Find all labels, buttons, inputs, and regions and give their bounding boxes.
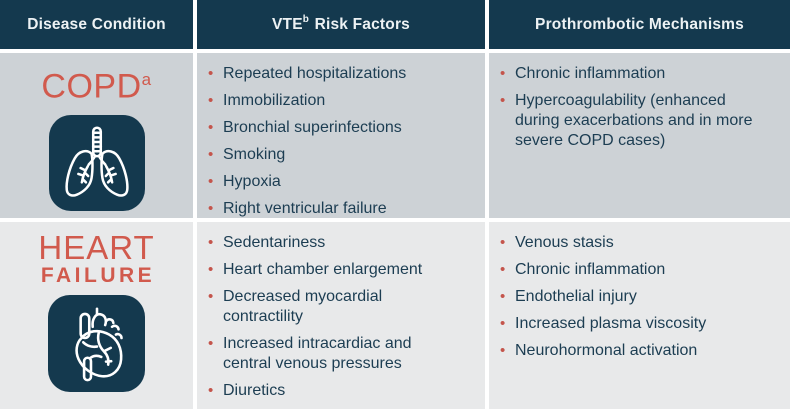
list-item-text: Endothelial injury	[515, 288, 637, 305]
bullet-icon: •	[208, 146, 214, 163]
condition-cell-heart-failure: HEART FAILURE	[0, 222, 193, 409]
condition-title: HEART	[38, 229, 155, 266]
header-label: Prothrombotic Mechanisms	[535, 15, 744, 33]
list-item-text: Right ventricular failure	[223, 200, 387, 217]
list-item: • Diuretics	[206, 381, 455, 401]
list-item-text: Venous stasis	[515, 234, 614, 251]
risk-factors-cell-copd: • Repeated hospitalizations • Immobilizati…	[197, 53, 485, 218]
list-item-text: Neurohormonal activation	[515, 342, 698, 359]
list-item: • Smoking	[206, 145, 455, 165]
list-item-text: Chronic inflammation	[515, 261, 666, 278]
list-item: • Endothelial injury	[498, 287, 766, 307]
list-item-text: Immobilization	[223, 92, 326, 109]
header-disease-condition: Disease Condition	[0, 0, 193, 49]
bullet-icon: •	[208, 92, 214, 109]
condition-title: COPDa	[41, 67, 152, 106]
list-item-text: Repeated hospitalizations	[223, 65, 407, 82]
list-item-text: Increased plasma viscosity	[515, 315, 707, 332]
mechanisms-list: • Chronic inflammation • Hypercoagulabilit…	[489, 53, 790, 151]
list-item: • Sedentariness	[206, 233, 455, 253]
list-item: • Hypercoagulability (enhanced during exa…	[498, 91, 766, 151]
bullet-icon: •	[500, 234, 506, 251]
bullet-icon: •	[500, 92, 506, 109]
bullet-icon: •	[500, 342, 506, 359]
heart-icon	[48, 295, 145, 392]
mechanisms-list: • Venous stasis • Chronic inflammation • En…	[489, 222, 790, 361]
list-item-text: Increased intracardiac and central venou…	[223, 335, 412, 372]
list-item: • Heart chamber enlargement	[206, 260, 455, 280]
list-item-text: Decreased myocardial contractility	[223, 288, 383, 325]
condition-subtitle: FAILURE	[40, 264, 156, 287]
risk-factors-cell-heart-failure: • Sedentariness • Heart chamber enlargemen…	[197, 222, 485, 409]
list-item-text: Sedentariness	[223, 234, 326, 251]
mechanisms-cell-copd: • Chronic inflammation • Hypercoagulabilit…	[489, 53, 790, 218]
list-item: • Increased plasma viscosity	[498, 314, 766, 334]
list-item-text: Heart chamber enlargement	[223, 261, 423, 278]
mechanisms-cell-heart-failure: • Venous stasis • Chronic inflammation • En…	[489, 222, 790, 409]
list-item: • Chronic inflammation	[498, 260, 766, 280]
condition-cell-copd: COPDa	[0, 53, 193, 218]
bullet-icon: •	[208, 119, 214, 136]
header-vte-risk-factors: VTEb Risk Factors	[197, 0, 485, 49]
bullet-icon: •	[500, 315, 506, 332]
list-item-text: Smoking	[223, 146, 286, 163]
bullet-icon: •	[208, 173, 214, 190]
list-item: • Immobilization	[206, 91, 455, 111]
header-label: Disease Condition	[27, 15, 166, 33]
footnote-marker-b: b	[302, 14, 310, 26]
list-item-text: Diuretics	[223, 382, 286, 399]
bullet-icon: •	[208, 335, 214, 352]
list-item: • Right ventricular failure	[206, 199, 455, 219]
list-item-text: Hypercoagulability (enhanced during exac…	[515, 92, 753, 149]
bullet-icon: •	[208, 288, 214, 305]
list-item-text: Chronic inflammation	[515, 65, 666, 82]
bullet-icon: •	[208, 200, 214, 217]
bullet-icon: •	[500, 261, 506, 278]
list-item-text: Hypoxia	[223, 173, 281, 190]
bullet-icon: •	[500, 288, 506, 305]
header-prothrombotic-mechanisms: Prothrombotic Mechanisms	[489, 0, 790, 49]
list-item: • Bronchial superinfections	[206, 118, 455, 138]
risk-factors-list: • Repeated hospitalizations • Immobilizati…	[197, 53, 485, 219]
list-item: • Decreased myocardial contractility	[206, 287, 455, 327]
list-item-text: Bronchial superinfections	[223, 119, 402, 136]
list-item: • Increased intracardiac and central veno…	[206, 334, 455, 374]
bullet-icon: •	[208, 234, 214, 251]
bullet-icon: •	[500, 65, 506, 82]
list-item: • Chronic inflammation	[498, 64, 766, 84]
bullet-icon: •	[208, 261, 214, 278]
bullet-icon: •	[208, 65, 214, 82]
risk-factors-list: • Sedentariness • Heart chamber enlargemen…	[197, 222, 485, 401]
list-item: • Venous stasis	[498, 233, 766, 253]
header-label: VTEb Risk Factors	[271, 14, 411, 33]
bullet-icon: •	[208, 382, 214, 399]
lungs-icon	[48, 115, 145, 212]
list-item: • Neurohormonal activation	[498, 341, 766, 361]
list-item: • Repeated hospitalizations	[206, 64, 455, 84]
list-item: • Hypoxia	[206, 172, 455, 192]
footnote-marker-a: a	[141, 70, 152, 89]
